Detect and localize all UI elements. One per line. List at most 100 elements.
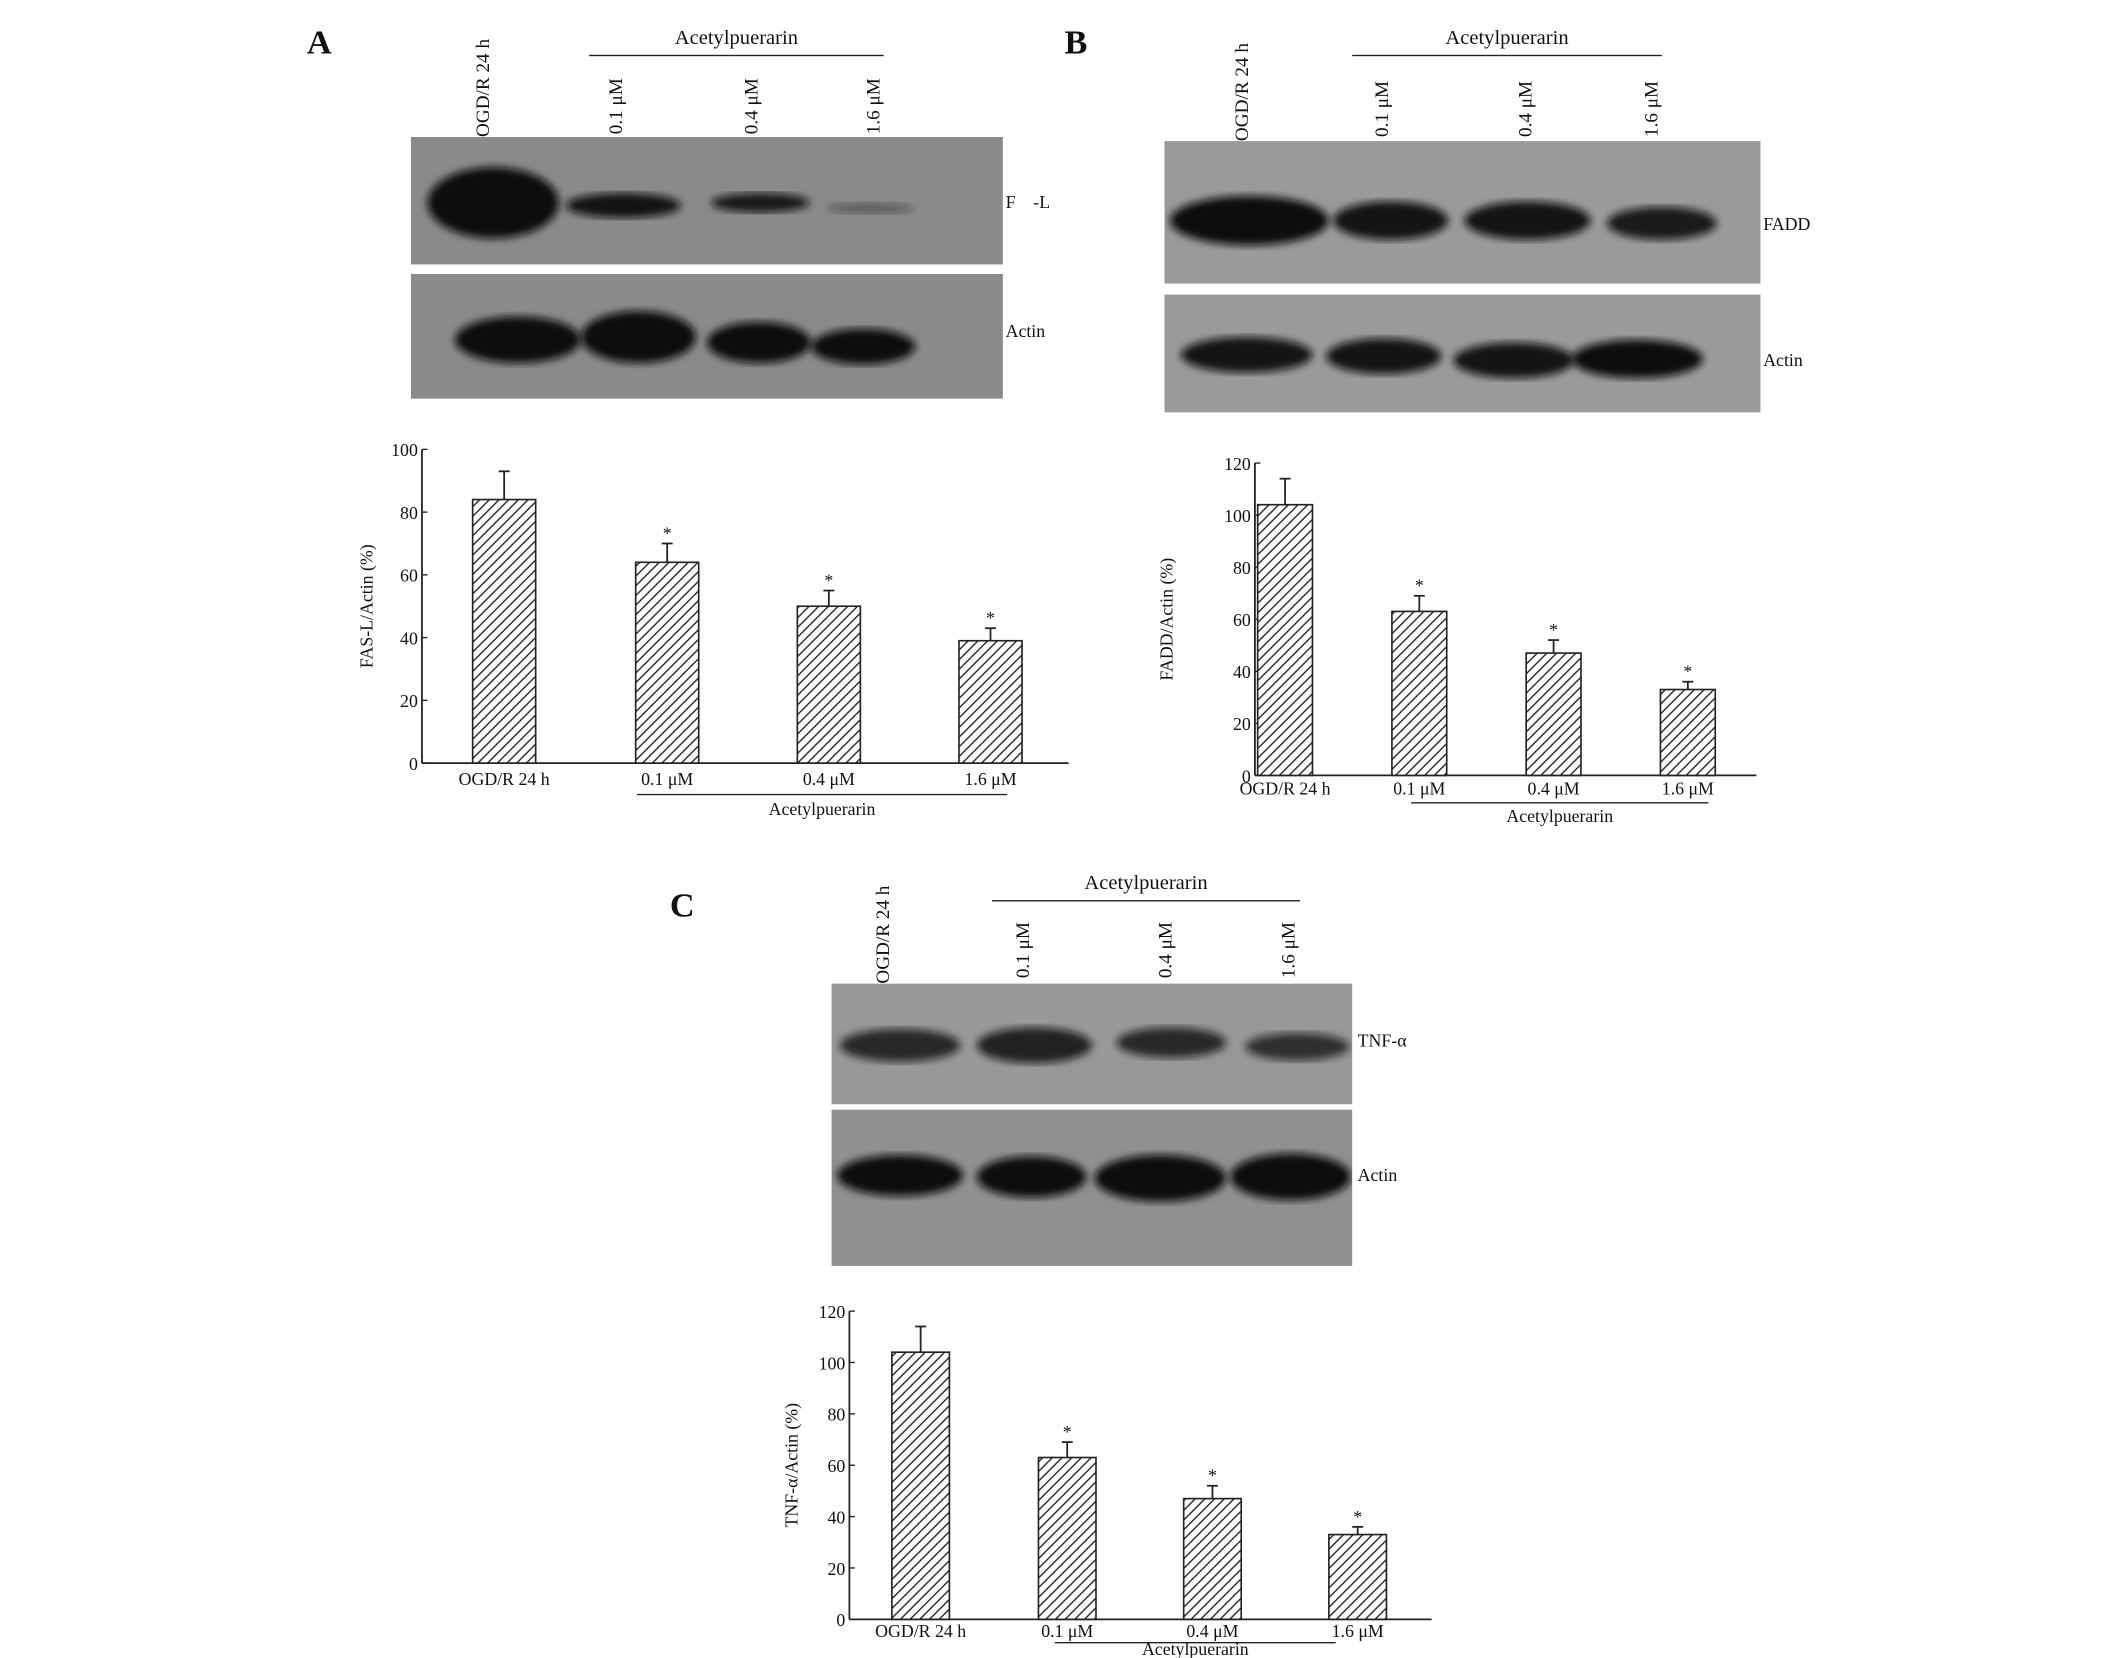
blot-band [1607,206,1717,240]
y-tick-label: 40 [1233,662,1251,682]
bar [471,498,537,764]
western-blot-actin [1164,294,1761,413]
x-tick-label: 0.4 μM [1186,1621,1238,1641]
bar [1037,1456,1097,1621]
x-tick-label: OGD/R 24 h [1240,779,1331,799]
significance-marker: * [1549,620,1558,640]
bar [634,561,700,764]
x-tick-label: 1.6 μM [964,769,1016,789]
blot-band [1245,1032,1350,1061]
group-label: Acetylpuerarin [1142,1639,1249,1658]
blot-label-tnfa: TNF-α [1357,1030,1407,1051]
y-tick-label: 40 [400,628,418,648]
panel-letter-c: C [669,887,695,925]
significance-marker: * [1683,662,1692,682]
blot-band [1453,342,1575,379]
blot-band [811,328,916,365]
y-tick-label: 60 [1233,610,1251,630]
y-tick-label: 80 [827,1405,845,1425]
y-tick-label: 60 [827,1456,845,1476]
western-blot-actin [411,274,1003,399]
blot-band [711,193,810,213]
group-line-c [991,900,1301,902]
significance-marker: * [1353,1507,1362,1527]
y-tick-label: 0 [836,1610,845,1630]
western-blot-fadd [1164,141,1761,284]
blot-band [580,310,696,364]
significance-marker: * [1208,1466,1217,1486]
bar [1182,1497,1243,1621]
group-title-b: Acetylpuerarin [1445,27,1569,50]
y-tick-label: 120 [819,1302,846,1322]
blot-label-actin: Actin [1005,320,1046,342]
bar [796,605,862,764]
y-tick-label: 100 [1224,506,1251,526]
group-label: Acetylpuerarin [1506,806,1613,826]
significance-marker: * [1415,576,1424,596]
x-tick-label: OGD/R 24 h [459,769,550,789]
blot-label-fadd: FADD [1763,213,1811,235]
western-blot-fasl [411,137,1003,265]
y-axis-label: TNF-α/Actin (%) [781,1403,802,1528]
blot-label-actin: Actin [1357,1164,1398,1186]
x-tick-label: 1.6 μM [1662,779,1714,799]
x-tick-label: OGD/R 24 h [875,1621,966,1641]
bar [1525,652,1582,777]
bar [891,1351,951,1621]
blot-band [1464,201,1591,240]
bar [1256,503,1314,777]
x-tick-label: 0.1 μM [1393,779,1445,799]
blot-band [1326,338,1442,375]
blot-label-fasl: F -L [1005,191,1051,213]
panel-letter-b: B [1064,24,1088,62]
group-line-b [1352,54,1662,57]
x-tick-label: 0.4 μM [1528,779,1580,799]
blot-band [1094,1154,1227,1202]
significance-marker: * [986,608,995,628]
y-tick-label: 20 [827,1559,845,1579]
y-tick-label: 100 [819,1353,846,1373]
group-line-a [589,54,884,57]
y-tick-label: 20 [400,691,418,711]
y-tick-label: 0 [409,754,418,774]
bar [1391,610,1448,777]
y-axis-label: FADD/Actin (%) [1157,558,1178,681]
blot-band [1571,339,1703,379]
blot-band [1116,1027,1227,1058]
blot-band [826,202,914,214]
blot-band [1180,337,1313,373]
y-tick-label: 120 [1224,454,1251,474]
x-tick-label: 0.1 μM [1041,1621,1093,1641]
western-blot-tnfa [831,983,1353,1105]
significance-marker: * [824,570,833,590]
bar [1328,1533,1388,1621]
western-blot-actin [831,1109,1353,1266]
y-tick-label: 60 [400,566,418,586]
blot-band [1169,195,1329,246]
blot-band [454,316,581,364]
blot-band [839,1028,961,1062]
blot-band [565,193,681,218]
y-tick-label: 40 [827,1507,845,1527]
y-tick-label: 0 [1242,766,1251,786]
x-tick-label: 0.4 μM [803,769,855,789]
group-title-c: Acetylpuerarin [1084,872,1208,895]
bar [958,639,1023,764]
blot-band [837,1154,964,1197]
group-title-a: Acetylpuerarin [674,27,799,50]
y-axis-label: FAS-L/Actin (%) [357,544,378,668]
blot-band [976,1156,1087,1198]
y-tick-label: 80 [1233,558,1251,578]
blot-band [976,1027,1092,1064]
significance-marker: * [663,523,672,543]
blot-band [427,167,559,239]
bar [1659,688,1717,777]
group-label: Acetylpuerarin [769,799,876,819]
blot-band [1230,1153,1351,1201]
y-tick-label: 20 [1233,714,1251,734]
blot-band [1333,201,1449,240]
y-tick-label: 100 [391,440,418,460]
x-tick-label: 0.1 μM [641,769,693,789]
